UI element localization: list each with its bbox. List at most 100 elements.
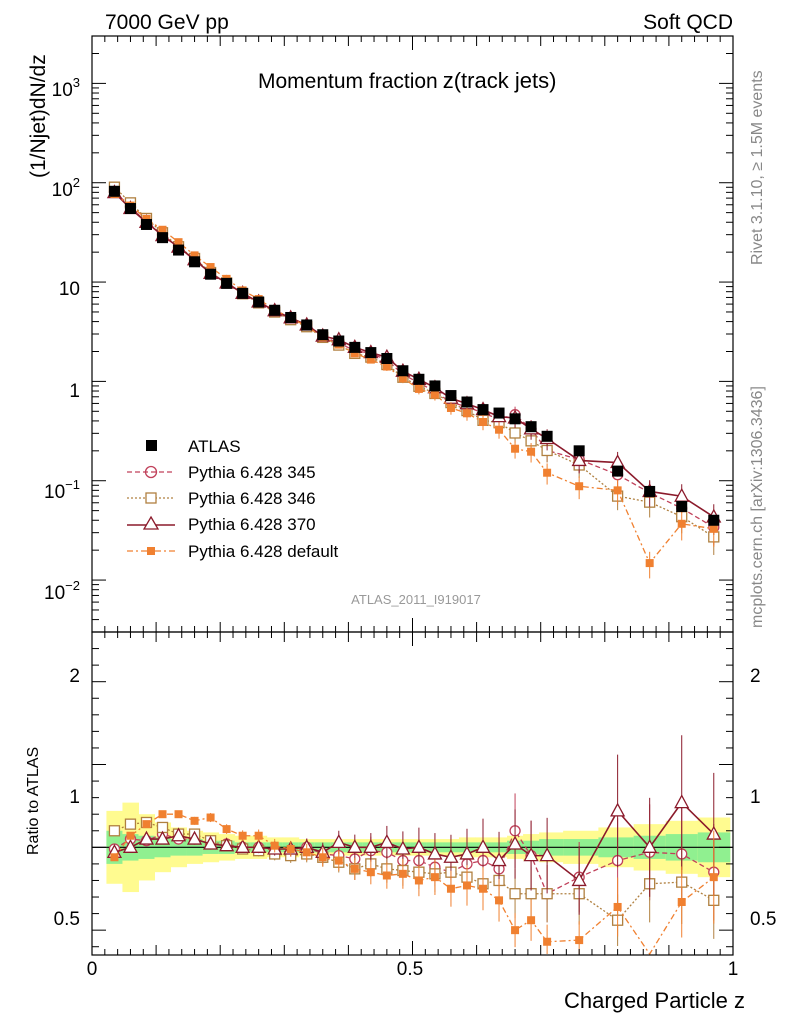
- point-atlas: [301, 319, 313, 331]
- ratio-point-pythia-6-428-default: [414, 876, 423, 885]
- point-pythia-6-428-default: [190, 251, 199, 260]
- ratio-point-pythia-6-428-370: [347, 838, 363, 853]
- ratio-tick-0.5: 0.5: [54, 909, 80, 930]
- ratio-point-pythia-6-428-370: [235, 838, 251, 853]
- legend-label-atlas: ATLAS: [188, 437, 241, 456]
- y-tick-label-1000: 103: [52, 75, 80, 101]
- ratio-point-pythia-6-428-default: [462, 881, 471, 890]
- legend-entry-345: Pythia 6.428 345: [127, 463, 316, 482]
- ratio-point-pythia-6-428-370: [170, 827, 187, 842]
- legend-entry-346: Pythia 6.428 346: [127, 489, 316, 508]
- point-pythia-6-428-default: [382, 362, 391, 371]
- ratio-point-pythia-6-428-default: [126, 831, 135, 840]
- point-atlas: [285, 311, 297, 323]
- point-atlas: [708, 514, 720, 526]
- point-atlas: [676, 501, 688, 513]
- ratio-point-pythia-6-428-346: [509, 888, 521, 900]
- ratio-point-pythia-6-428-370: [411, 838, 427, 853]
- ratio-point-pythia-6-428-370: [427, 845, 443, 860]
- ratio-point-pythia-6-428-default: [446, 884, 455, 893]
- ratio-point-pythia-6-428-346: [108, 825, 121, 837]
- ratio-point-pythia-6-428-default: [350, 864, 359, 873]
- ratio-point-pythia-6-428-default: [206, 813, 215, 822]
- point-atlas: [157, 232, 169, 244]
- ratio-point-pythia-6-428-370: [475, 838, 491, 853]
- point-pythia-6-428-default: [414, 384, 423, 393]
- ratio-point-pythia-6-428-370: [395, 840, 411, 855]
- ratio-frame: [91, 631, 734, 956]
- legend-marker-345: [144, 465, 158, 479]
- ratio-point-pythia-6-428-default: [709, 873, 718, 882]
- point-pythia-6-428-346: [509, 427, 521, 439]
- point-pythia-6-428-default: [709, 524, 718, 533]
- x-tick-labels: 0 0.5 1: [87, 959, 739, 980]
- y-axis-label: (1/Njet)dN/dz: [27, 54, 50, 178]
- ratio-point-pythia-6-428-370: [138, 830, 155, 845]
- point-atlas: [445, 390, 457, 402]
- x-tick-1: 1: [728, 959, 739, 980]
- ratio-point-pythia-6-428-370: [379, 833, 395, 849]
- legend-marker-atlas: [146, 440, 157, 451]
- ratio-point-pythia-6-428-default: [254, 831, 263, 840]
- ratio-point-pythia-6-428-370: [122, 838, 139, 853]
- ratio-point-pythia-6-428-default: [238, 831, 247, 840]
- ratio-point-pythia-6-428-default: [302, 848, 311, 857]
- main-series: [106, 181, 722, 579]
- point-atlas: [573, 445, 585, 457]
- point-atlas: [413, 373, 425, 385]
- ratio-point-pythia-6-428-370: [610, 802, 626, 817]
- point-atlas: [237, 287, 249, 299]
- point-pythia-6-428-default: [366, 355, 375, 364]
- point-atlas: [493, 407, 505, 419]
- point-pythia-6-428-default: [543, 468, 552, 477]
- ratio-point-pythia-6-428-default: [110, 853, 119, 862]
- point-atlas: [525, 421, 537, 433]
- x-tick-0: 0: [87, 959, 98, 980]
- point-atlas: [429, 380, 441, 392]
- point-pythia-6-428-default: [158, 225, 167, 234]
- y-tick-label-1: 1: [69, 381, 80, 402]
- point-atlas: [644, 485, 656, 497]
- point-pythia-6-428-default: [430, 390, 439, 399]
- point-atlas: [205, 268, 217, 280]
- ratio-point-pythia-6-428-default: [190, 816, 199, 825]
- point-atlas: [612, 465, 624, 477]
- ratio-point-pythia-6-428-default: [318, 853, 327, 862]
- point-atlas: [541, 430, 553, 442]
- point-pythia-6-428-default: [398, 374, 407, 383]
- point-atlas: [269, 304, 281, 316]
- ratio-point-pythia-6-428-370: [642, 838, 658, 853]
- ratio-point-pythia-6-428-370: [491, 852, 507, 867]
- ratio-point-pythia-6-428-370: [219, 837, 235, 852]
- legend-label-345: Pythia 6.428 345: [188, 463, 316, 482]
- point-pythia-6-428-default: [142, 214, 151, 223]
- legend-marker-370: [142, 515, 160, 530]
- ratio-point-pythia-6-428-370: [459, 845, 475, 860]
- rivet-label: Rivet 3.1.10, ≥ 1.5M events: [749, 70, 766, 265]
- ratio-point-pythia-6-428-default: [398, 869, 407, 878]
- ratio-point-pythia-6-428-default: [677, 897, 686, 906]
- ratio-point-pythia-6-428-default: [174, 810, 183, 819]
- legend-marker-346: [145, 492, 157, 504]
- ratio-tick-1: 1: [69, 787, 80, 808]
- point-pythia-6-428-default: [527, 447, 536, 456]
- ratio-tick-1-right: 1: [750, 787, 761, 808]
- ratio-point-pythia-6-428-370: [571, 872, 587, 887]
- point-pythia-6-428-default: [350, 349, 359, 358]
- legend: ATLAS Pythia 6.428 345 Pythia 6.428 346 …: [127, 437, 339, 561]
- y-tick-label-0.01: 10−2: [44, 578, 80, 604]
- ratio-point-pythia-6-428-370: [202, 835, 219, 850]
- analysis-id: ATLAS_2011_I919017: [351, 592, 481, 607]
- ratio-point-pythia-6-428-370: [186, 830, 203, 845]
- point-pythia-6-428-default: [479, 418, 488, 427]
- point-atlas: [365, 347, 377, 359]
- legend-marker-default: [147, 547, 155, 555]
- plot-title: Momentum fraction z(track jets): [258, 68, 556, 93]
- legend-label-default: Pythia 6.428 default: [188, 542, 339, 561]
- point-pythia-6-428-default: [645, 559, 654, 568]
- legend-entry-atlas: ATLAS: [146, 437, 241, 456]
- point-atlas: [477, 404, 489, 416]
- ratio-point-pythia-6-428-370: [674, 794, 690, 809]
- point-pythia-6-428-default: [462, 409, 471, 418]
- ratio-point-pythia-6-428-default: [334, 856, 343, 865]
